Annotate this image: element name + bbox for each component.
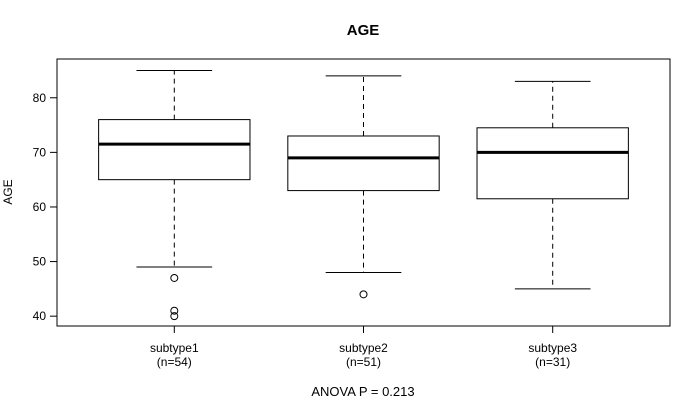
x-category-label: subtype1 — [150, 341, 199, 355]
iqr-box-subtype3 — [476, 127, 629, 200]
chart-title: AGE — [347, 22, 380, 39]
outlier-point-subtype1 — [170, 312, 179, 321]
y-tick-label: 60 — [33, 200, 47, 214]
outlier-point-subtype1 — [170, 306, 179, 315]
x-category-count-label: (n=51) — [346, 355, 381, 369]
y-tick-label: 50 — [33, 255, 47, 269]
y-tick-label: 80 — [33, 91, 47, 105]
outlier-point-subtype2 — [359, 290, 368, 299]
iqr-box-subtype2 — [287, 135, 440, 192]
x-category-count-label: (n=54) — [157, 355, 192, 369]
outlier-point-subtype1 — [170, 273, 179, 282]
plot-area: 40 50 60 70 80 subtype1(n=54) subtype2(n=51) su… — [33, 58, 671, 369]
x-category-label: subtype3 — [528, 341, 577, 355]
y-tick-label: 40 — [33, 309, 47, 323]
x-category-count-label: (n=31) — [535, 355, 570, 369]
anova-annotation: ANOVA P = 0.213 — [311, 384, 414, 399]
x-category-label: subtype2 — [339, 341, 388, 355]
iqr-box-subtype1 — [98, 119, 251, 181]
y-axis-title: AGE — [1, 179, 15, 204]
y-tick-label: 70 — [33, 145, 47, 159]
